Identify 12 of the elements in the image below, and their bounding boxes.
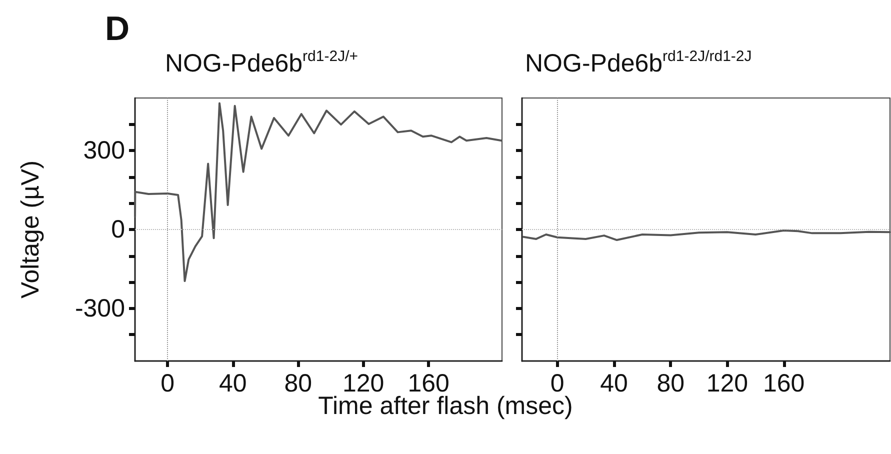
x-tick-label: 160 (762, 370, 805, 398)
y-axis-title: Voltage (µV) (16, 160, 44, 299)
y-tick-label: 0 (111, 216, 125, 244)
y-tick-label: -300 (74, 294, 125, 322)
x-tick-label: 40 (600, 370, 628, 398)
x-tick-label: 0 (160, 370, 175, 398)
x-tick-label: 80 (656, 370, 685, 398)
text: D (105, 10, 130, 48)
x-tick-label: 120 (706, 370, 748, 398)
x-tick-label: 80 (284, 370, 312, 398)
y-tick-label: 300 (83, 136, 125, 165)
x-tick-label: 40 (218, 370, 247, 398)
